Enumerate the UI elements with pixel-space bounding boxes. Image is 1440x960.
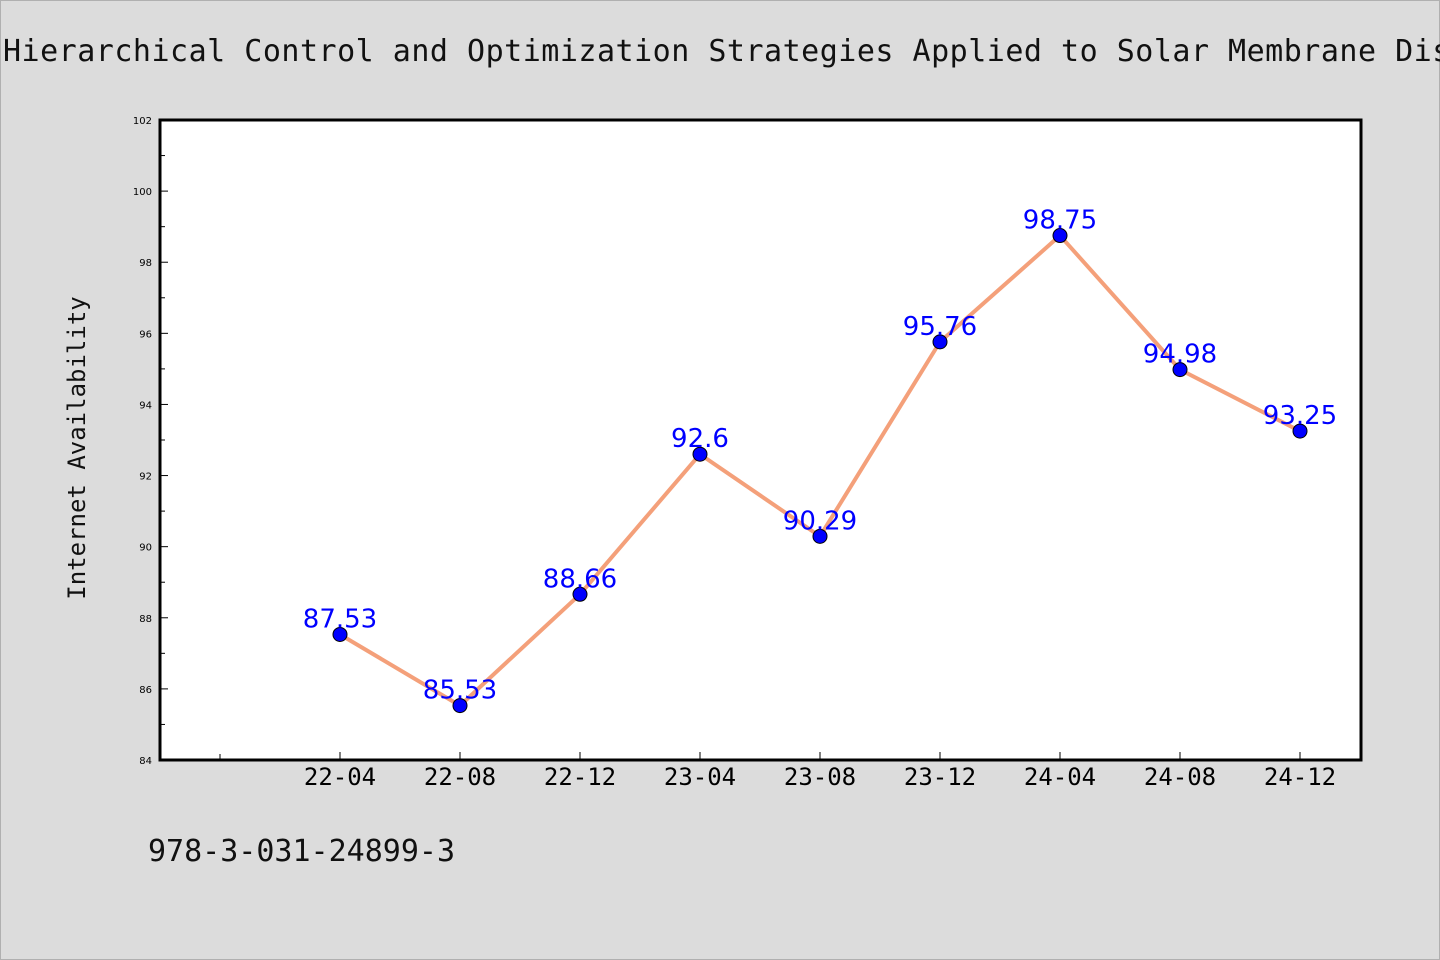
y-tick-label: 100 [133, 187, 152, 198]
chart-title: Hierarchical Control and Optimization St… [3, 34, 1440, 69]
data-label: 94.98 [1143, 340, 1217, 370]
y-tick-label: 102 [133, 116, 152, 127]
data-label: 88.66 [543, 564, 617, 594]
y-tick-label: 86 [139, 685, 152, 696]
x-tick-label: 24-08 [1144, 763, 1216, 791]
x-tick-label: 23-12 [904, 763, 976, 791]
x-tick-label: 24-12 [1264, 763, 1336, 791]
y-tick-label: 90 [139, 543, 152, 554]
data-label: 98.75 [1023, 206, 1097, 236]
x-tick-label: 23-04 [664, 763, 736, 791]
y-tick-label: 98 [139, 258, 152, 269]
data-point [932, 334, 948, 350]
x-tick-label: 24-04 [1024, 763, 1096, 791]
data-point [692, 446, 708, 462]
y-tick-label: 94 [139, 400, 152, 411]
x-tick-label: 22-04 [304, 763, 376, 791]
data-point [332, 626, 348, 642]
isbn-text: 978-3-031-24899-3 [148, 834, 456, 869]
data-label: 85.53 [423, 676, 497, 706]
y-tick-label: 92 [139, 472, 152, 483]
data-point [452, 698, 468, 714]
y-tick-label: 96 [139, 329, 152, 340]
data-label: 92.6 [671, 424, 729, 454]
data-point [1052, 228, 1068, 244]
plot-area [158, 118, 1363, 762]
data-label: 93.25 [1263, 401, 1337, 431]
x-tick-label: 23-08 [784, 763, 856, 791]
data-label: 95.76 [903, 312, 977, 342]
y-tick-label: 88 [139, 614, 152, 625]
data-label: 87.53 [303, 604, 377, 634]
data-point [1292, 423, 1308, 439]
y-tick-label: 84 [139, 756, 152, 767]
y-axis-label: Internet Availability [63, 296, 91, 599]
data-point [572, 586, 588, 602]
x-axis: 22-04 22-08 22-12 23-04 23-08 23-12 24-04 24-08… [219, 752, 1336, 791]
series-line-group: 87.53 85.53 88.66 92.6 90.29 95.76 98.75 94.98 9… [303, 206, 1337, 714]
x-tick-label: 22-08 [424, 763, 496, 791]
data-point [812, 528, 828, 544]
data-point [1172, 362, 1188, 378]
data-label: 90.29 [783, 506, 857, 536]
x-tick-label: 22-12 [544, 763, 616, 791]
y-axis: 84 86 88 90 92 94 96 98 100 102 [133, 116, 168, 767]
